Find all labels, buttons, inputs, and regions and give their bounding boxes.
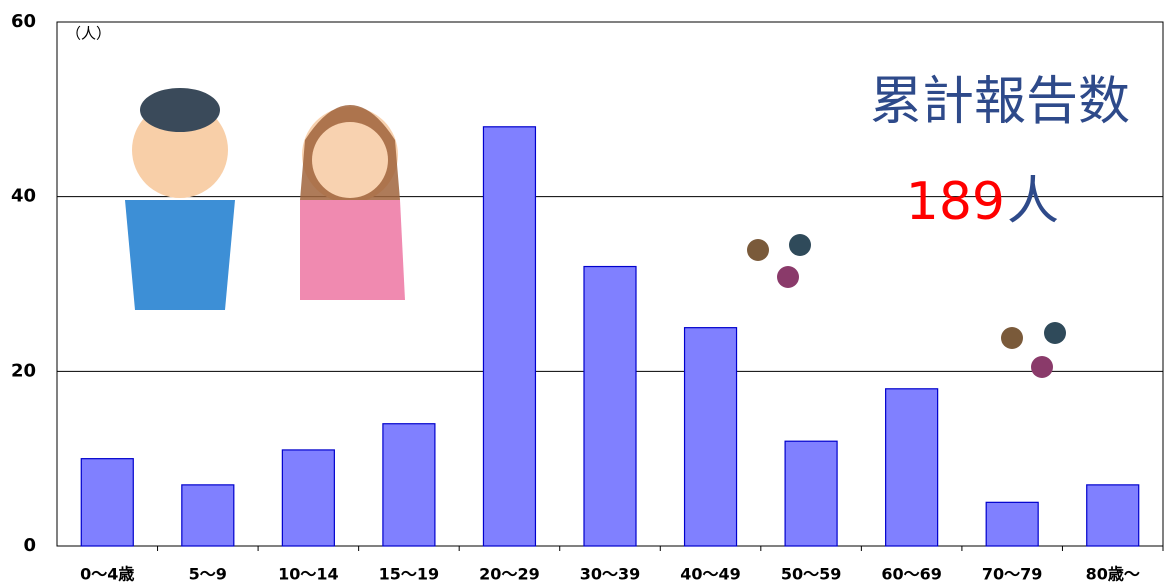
x-tick-label: 0〜4歳	[80, 565, 134, 584]
bar	[1087, 485, 1139, 546]
bar	[282, 450, 334, 546]
illustration-virus	[747, 234, 1066, 378]
x-tick-label: 20〜29	[479, 565, 540, 584]
annotation-total: 189	[906, 172, 1005, 232]
bar	[986, 502, 1038, 546]
bar	[81, 459, 133, 546]
y-tick-label: 20	[11, 360, 36, 381]
annotation-unit: 人	[1007, 172, 1059, 232]
x-tick-label: 80歳〜	[1086, 565, 1140, 584]
bar	[785, 441, 837, 546]
bar	[182, 485, 234, 546]
x-tick-label: 30〜39	[580, 565, 641, 584]
x-tick-label: 10〜14	[278, 565, 339, 584]
bar	[383, 424, 435, 546]
x-tick-label: 40〜49	[680, 565, 741, 584]
bar	[886, 389, 938, 546]
unit-label: （人）	[66, 25, 111, 43]
x-tick-label: 5〜9	[189, 565, 227, 584]
y-tick-label: 40	[11, 186, 36, 207]
x-tick-label: 15〜19	[379, 565, 440, 584]
x-tick-label: 60〜69	[881, 565, 942, 584]
bar	[584, 267, 636, 546]
illustration-couple	[125, 88, 405, 310]
x-tick-label: 50〜59	[781, 565, 842, 584]
chart: （人） 累計報告数 189 人 0 20 40 60 0〜4歳 5〜9 10〜14 15〜19…	[0, 0, 1165, 584]
annotation-title: 累計報告数	[870, 72, 1130, 132]
y-tick-label: 0	[23, 535, 36, 556]
bar	[483, 127, 535, 546]
bar	[685, 328, 737, 546]
x-tick-label: 70〜79	[982, 565, 1043, 584]
y-tick-label: 60	[11, 11, 36, 32]
